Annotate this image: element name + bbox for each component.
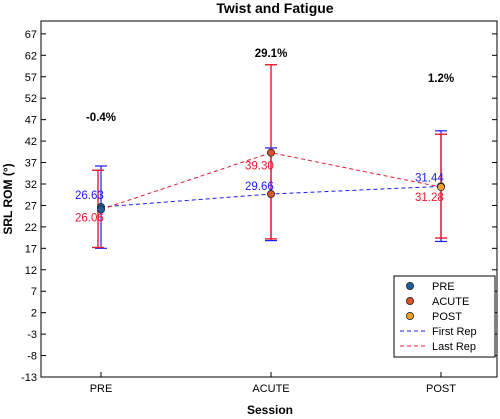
- data-points: [97, 148, 445, 214]
- y-tick-label: 7: [31, 286, 37, 298]
- data-labels: 26.63 29.66 31.44 26.06 39.30 31.28: [75, 161, 444, 225]
- y-tick-label: 57: [25, 72, 37, 84]
- percent-change-annotation: -0.4%: [86, 112, 116, 124]
- y-tick-label: 42: [25, 136, 37, 148]
- y-tick-label: 27: [25, 200, 37, 212]
- legend-label: POST: [432, 311, 462, 323]
- x-tick-label: PRE: [90, 383, 113, 395]
- y-tick-label: 52: [25, 93, 37, 105]
- y-tick-label: 2: [31, 308, 37, 320]
- data-label: 31.28: [415, 192, 444, 204]
- x-tick-label: ACUTE: [252, 383, 289, 395]
- data-point: [436, 183, 445, 192]
- y-tick-label: -13: [21, 372, 37, 384]
- legend-label: PRE: [432, 281, 455, 293]
- percent-change-annotation: 1.2%: [428, 73, 454, 85]
- y-axis-title: SRL ROM (°): [1, 163, 15, 234]
- series-line: [100, 152, 442, 210]
- data-point: [266, 190, 275, 199]
- data-point: [97, 205, 106, 214]
- legend-label: ACUTE: [432, 296, 469, 308]
- y-tick-label: 17: [25, 243, 37, 255]
- data-label: 39.30: [245, 161, 274, 173]
- legend-marker: [405, 311, 414, 320]
- legend: PRE ACUTE POST First Rep Last Rep: [393, 275, 496, 358]
- data-point: [266, 148, 275, 157]
- y-tick-label: -3: [27, 329, 37, 341]
- data-label: 29.66: [245, 181, 274, 193]
- y-tick-label: 67: [25, 29, 37, 41]
- data-label: 26.63: [75, 190, 104, 202]
- percent-change-annotation: 29.1%: [255, 48, 288, 60]
- y-tick-label: 37: [25, 158, 37, 170]
- y-tick-label: 12: [25, 265, 37, 277]
- data-label: 31.44: [415, 172, 444, 184]
- y-tick-label: 47: [25, 115, 37, 127]
- x-tick-label: POST: [426, 383, 456, 395]
- y-tick-label: 62: [25, 50, 37, 62]
- x-axis: PRE ACUTE POST: [90, 372, 456, 395]
- y-tick-label: -8: [27, 351, 37, 363]
- legend-label: First Rep: [432, 326, 477, 338]
- legend-marker: [405, 281, 414, 290]
- legend-marker: [405, 296, 414, 305]
- y-tick-label: 32: [25, 179, 37, 191]
- data-label: 26.06: [75, 212, 104, 224]
- chart-title: Twist and Fatigue: [216, 0, 333, 16]
- x-axis-title: Session: [247, 403, 293, 417]
- legend-label: Last Rep: [432, 341, 476, 353]
- y-tick-label: 22: [25, 222, 37, 234]
- annotations: -0.4% 29.1% 1.2%: [86, 48, 454, 124]
